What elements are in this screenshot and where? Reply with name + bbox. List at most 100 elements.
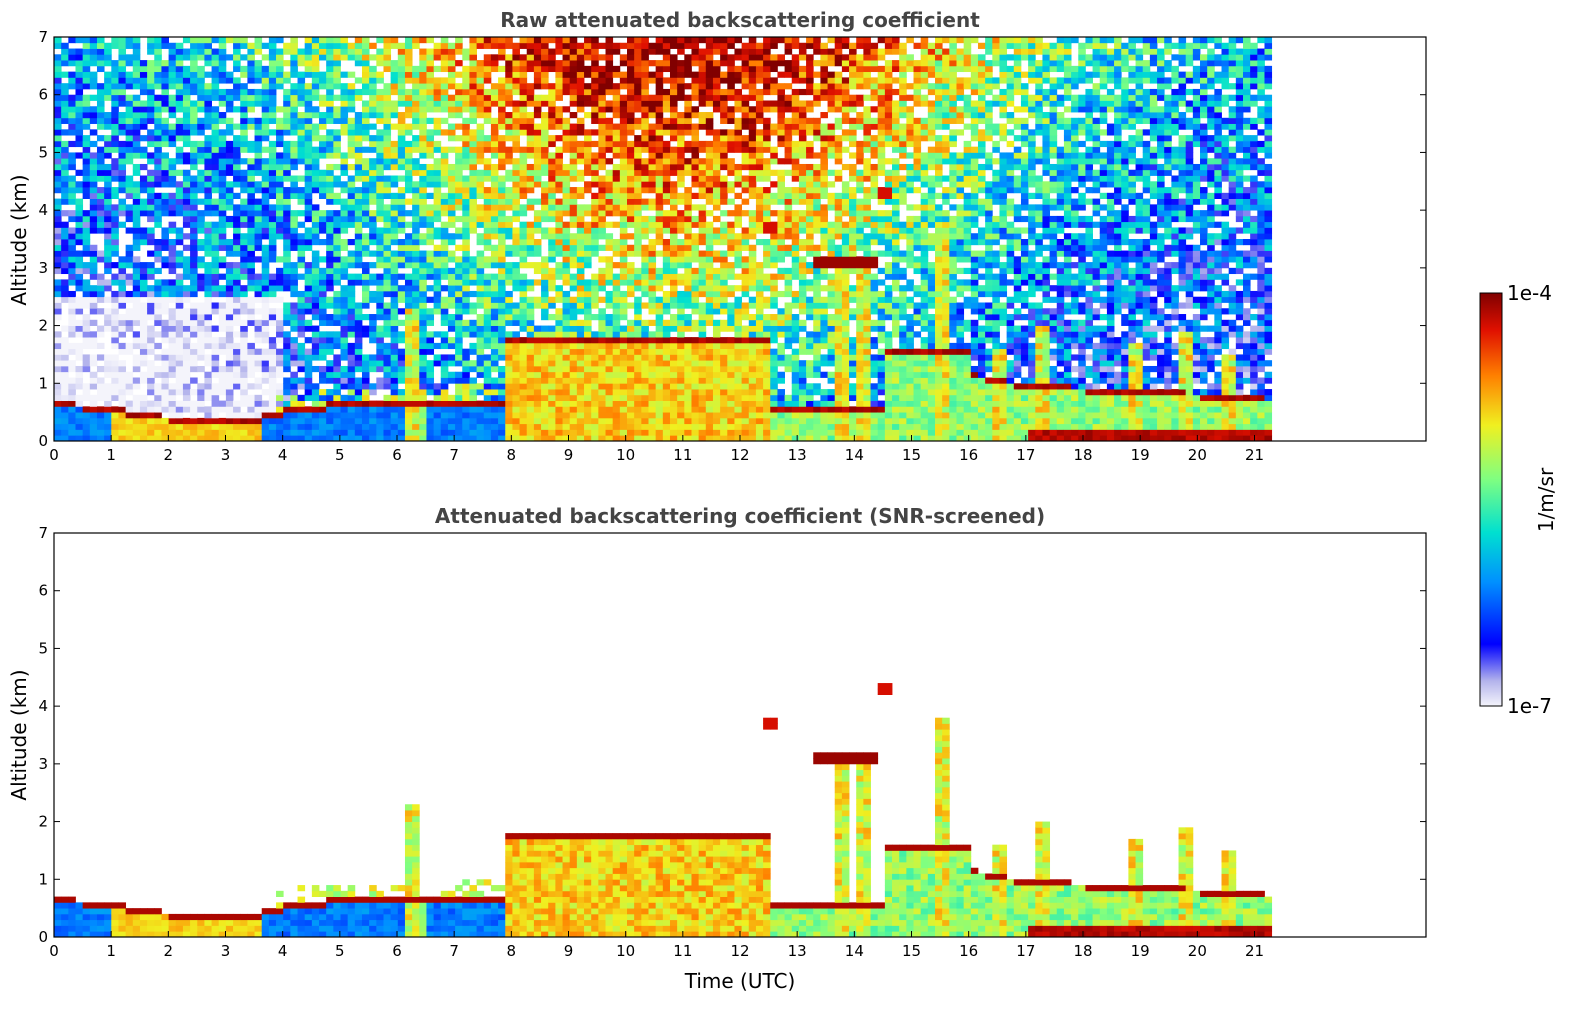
heatmap-cell: [290, 233, 298, 240]
heatmap-cell: [498, 83, 506, 90]
heatmap-cell: [562, 42, 571, 49]
heatmap-cell: [154, 331, 162, 338]
heatmap-cell: [132, 146, 141, 153]
heatmap-cell: [361, 331, 370, 338]
heatmap-cell: [204, 158, 212, 165]
heatmap-cell: [240, 169, 248, 176]
heatmap-cell: [569, 302, 578, 309]
heatmap-cell: [54, 100, 62, 107]
heatmap-cell: [476, 262, 485, 269]
heatmap-cell: [89, 140, 98, 148]
heatmap-cell: [111, 221, 119, 228]
heatmap-cell: [268, 400, 277, 407]
heatmap-cell: [605, 65, 614, 73]
heatmap-cell: [498, 48, 506, 55]
heatmap-cell: [598, 285, 606, 292]
heatmap-cell: [419, 365, 427, 373]
heatmap-cell: [118, 296, 127, 303]
heatmap-cell: [211, 181, 220, 188]
heatmap-cell: [354, 256, 363, 263]
heatmap-cell: [304, 233, 313, 240]
heatmap-cell: [541, 337, 549, 344]
heatmap-cell: [168, 210, 177, 217]
heatmap-cell: [397, 221, 406, 228]
heatmap-cell: [233, 152, 241, 159]
heatmap-cell: [276, 412, 284, 419]
heatmap-cell: [111, 250, 119, 257]
heatmap-cell: [225, 77, 234, 84]
heatmap-cell: [397, 360, 406, 367]
heatmap-cell: [440, 400, 449, 407]
heatmap-cell: [612, 400, 621, 407]
heatmap-cell: [190, 325, 198, 332]
heatmap-cell: [182, 37, 191, 44]
heatmap-cell: [483, 383, 492, 390]
heatmap-cell: [233, 314, 241, 321]
heatmap-cell: [211, 227, 220, 234]
heatmap-cell: [519, 377, 528, 384]
heatmap-cell: [526, 354, 535, 361]
heatmap-cell: [190, 175, 198, 182]
heatmap-cell: [376, 175, 384, 182]
heatmap-cell: [168, 412, 177, 419]
heatmap-cell: [225, 163, 234, 171]
heatmap-cell: [89, 429, 98, 436]
heatmap-cell: [89, 406, 98, 413]
heatmap-cell: [211, 60, 220, 67]
heatmap-cell: [612, 417, 621, 425]
heatmap-cell: [584, 94, 592, 101]
heatmap-cell: [512, 412, 520, 419]
heatmap-cell: [111, 204, 119, 211]
heatmap-cell: [326, 302, 334, 309]
heatmap-cell: [419, 48, 427, 55]
heatmap-cell: [139, 290, 148, 298]
heatmap-cell: [562, 365, 571, 373]
heatmap-cell: [440, 354, 449, 361]
heatmap-cell: [641, 389, 649, 396]
heatmap-cell: [634, 94, 642, 101]
heatmap-cell: [562, 181, 571, 188]
heatmap-cell: [469, 71, 477, 78]
heatmap-cell: [641, 290, 649, 298]
heatmap-cell: [268, 273, 277, 280]
heatmap-cell: [290, 285, 298, 292]
heatmap-cell: [111, 435, 119, 442]
heatmap-cell: [627, 290, 635, 298]
heatmap-cell: [619, 383, 628, 390]
heatmap-cell: [541, 279, 549, 286]
heatmap-cell: [96, 198, 105, 205]
heatmap-cell: [82, 215, 91, 223]
heatmap-cell: [319, 77, 327, 84]
heatmap-cell: [225, 371, 234, 378]
heatmap-cell: [376, 233, 384, 240]
heatmap-cell: [634, 285, 642, 292]
heatmap-cell: [412, 279, 420, 286]
heatmap-cell: [333, 383, 341, 390]
heatmap-cell: [168, 348, 177, 355]
heatmap-cell: [261, 42, 270, 49]
heatmap-cell: [104, 215, 112, 223]
heatmap-cell: [297, 112, 306, 119]
heatmap-cell: [268, 279, 277, 286]
heatmap-cell: [591, 239, 599, 246]
heatmap-cell: [548, 181, 556, 188]
heatmap-cell: [82, 337, 91, 344]
heatmap-cell: [383, 290, 392, 298]
heatmap-cell: [118, 400, 127, 407]
heatmap-cell: [290, 360, 298, 367]
heatmap-cell: [161, 129, 169, 136]
heatmap-cell: [440, 244, 449, 251]
heatmap-cell: [197, 394, 205, 401]
heatmap-cell: [319, 117, 327, 124]
heatmap-cell: [376, 112, 384, 119]
heatmap-cell: [369, 158, 377, 165]
heatmap-cell: [347, 146, 356, 153]
heatmap-cell: [61, 42, 69, 49]
heatmap-cell: [383, 435, 392, 442]
heatmap-cell: [347, 123, 356, 130]
heatmap-cell: [634, 71, 642, 78]
heatmap-cell: [254, 394, 263, 401]
heatmap-cell: [490, 100, 499, 107]
heatmap-cell: [383, 383, 392, 390]
heatmap-cell: [419, 394, 427, 401]
